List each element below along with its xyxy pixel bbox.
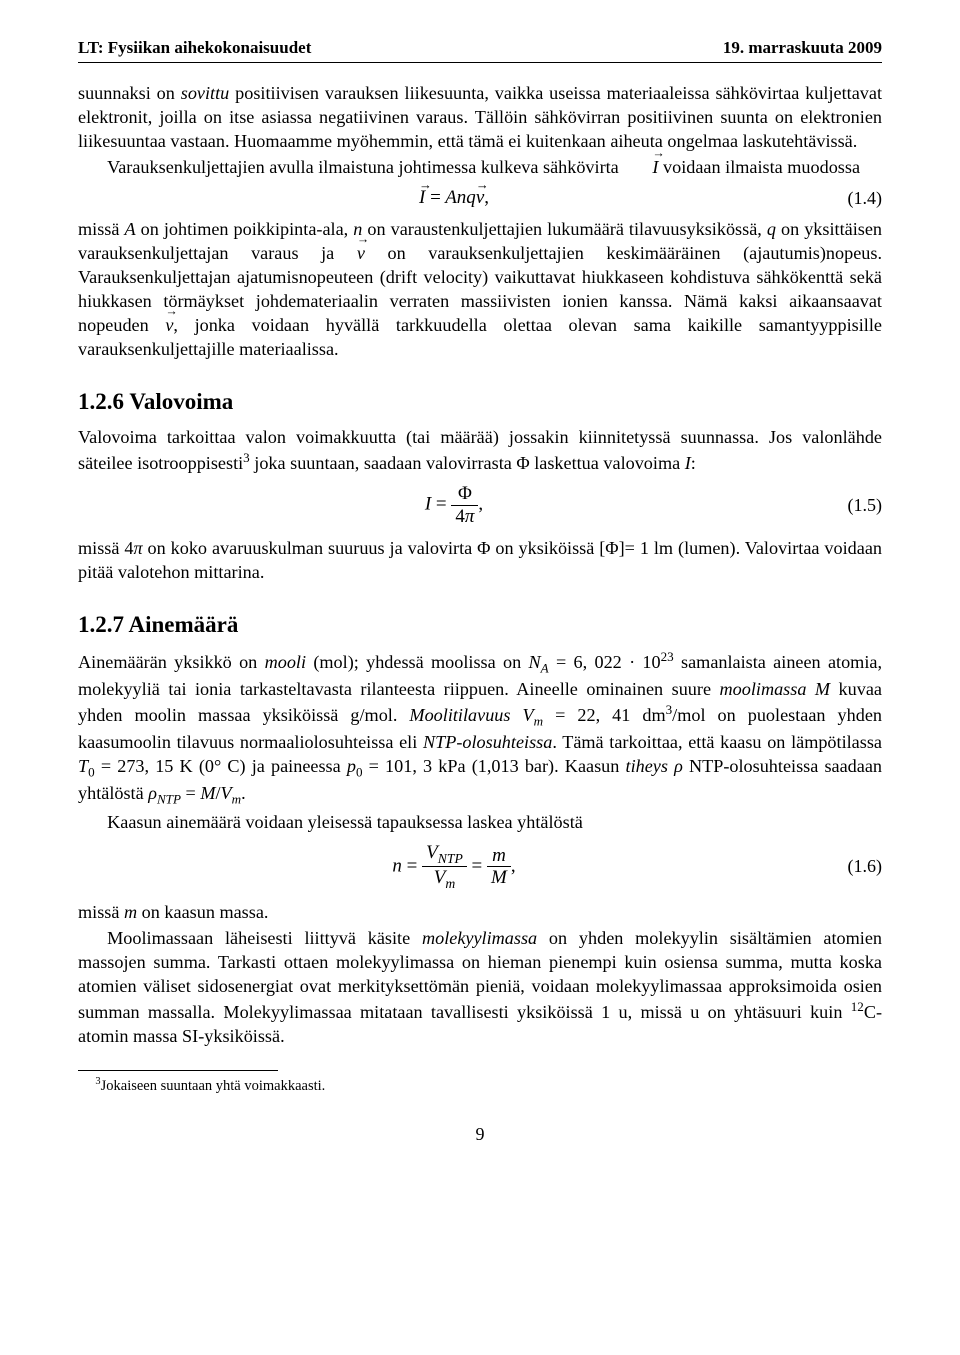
footnote-3: 3Jokaiseen suuntaan yhtä voimakkaasti. bbox=[78, 1075, 882, 1096]
header-right: 19. marraskuuta 2009 bbox=[723, 38, 882, 58]
paragraph-1: suunnaksi on sovittu positiivisen varauk… bbox=[78, 81, 882, 153]
equation-1-4-number: (1.4) bbox=[830, 188, 882, 209]
paragraph-3: missä A on johtimen poikkipinta-ala, n o… bbox=[78, 217, 882, 361]
paragraph-9: Moolimassaan läheisesti liittyvä käsite … bbox=[78, 926, 882, 1048]
paragraph-6: Ainemäärän yksikkö on mooli (mol); yhdes… bbox=[78, 648, 882, 808]
equation-1-4: I = Anqv, (1.4) bbox=[78, 187, 882, 209]
equation-1-6-number: (1.6) bbox=[830, 856, 882, 877]
section-1-2-7-heading: 1.2.7 Ainemäärä bbox=[78, 612, 882, 638]
footnote-rule bbox=[78, 1070, 278, 1071]
paragraph-4: Valovoima tarkoittaa valon voimakkuutta … bbox=[78, 425, 882, 475]
page-number: 9 bbox=[78, 1124, 882, 1145]
paragraph-8: missä m on kaasun massa. bbox=[78, 900, 882, 924]
paragraph-4b: joka suuntaan, saadaan valovirrasta Φ la… bbox=[250, 453, 696, 473]
page: LT: Fysiikan aihekokonaisuudet 19. marra… bbox=[0, 0, 960, 1355]
paragraph-2: Varauksenkuljettajien avulla ilmaistuna … bbox=[78, 155, 882, 179]
section-1-2-6-heading: 1.2.6 Valovoima bbox=[78, 389, 882, 415]
equation-1-5: I = Φ4π, (1.5) bbox=[78, 483, 882, 528]
paragraph-7: Kaasun ainemäärä voidaan yleisessä tapau… bbox=[78, 810, 882, 834]
equation-1-5-body: I = Φ4π, bbox=[78, 483, 830, 528]
paragraph-2b: voidaan ilmaista muodossa bbox=[658, 157, 860, 177]
running-header: LT: Fysiikan aihekokonaisuudet 19. marra… bbox=[78, 38, 882, 58]
header-left: LT: Fysiikan aihekokonaisuudet bbox=[78, 38, 311, 58]
equation-1-6-body: n = VNTPVm = mM, bbox=[78, 842, 830, 892]
equation-1-6: n = VNTPVm = mM, (1.6) bbox=[78, 842, 882, 892]
header-rule bbox=[78, 62, 882, 63]
paragraph-2a: Varauksenkuljettajien avulla ilmaistuna … bbox=[107, 157, 623, 177]
paragraph-5: missä 4π on koko avaruuskulman suuruus j… bbox=[78, 536, 882, 584]
equation-1-4-body: I = Anqv, bbox=[78, 187, 830, 209]
equation-1-5-number: (1.5) bbox=[830, 495, 882, 516]
footnote-3-text: Jokaiseen suuntaan yhtä voimakkaasti. bbox=[101, 1078, 326, 1094]
